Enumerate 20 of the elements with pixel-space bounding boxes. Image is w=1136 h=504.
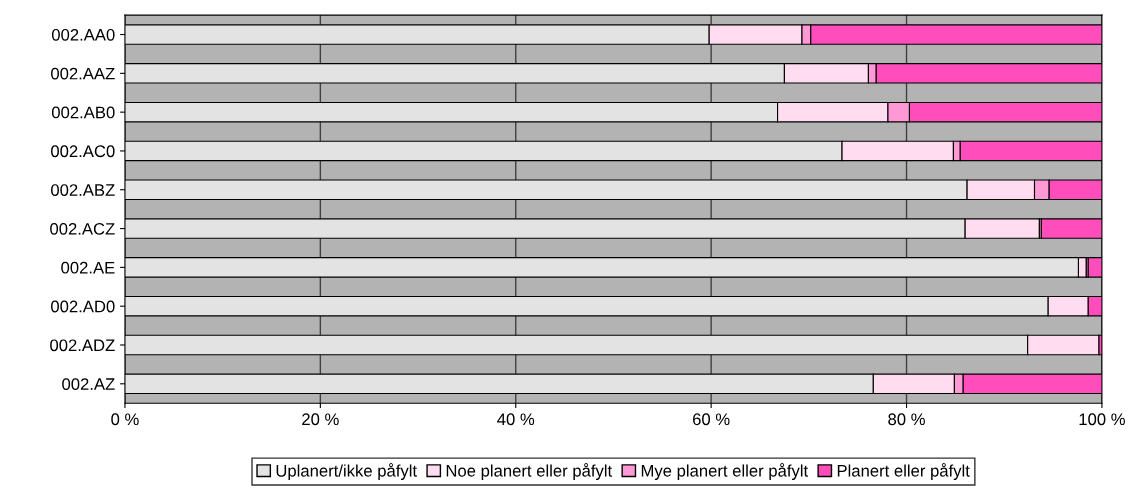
legend-label: Noe planert eller påfylt [446,463,613,480]
y-tick-label: 002.AB0 [51,106,115,119]
y-tick-label: 002.AAZ [51,67,115,80]
y-tick-label: 002.AA0 [51,28,115,41]
x-tick-label: 20 % [302,413,339,426]
x-tick-label: 60 % [692,413,730,426]
x-tick-label: 0 % [111,413,139,426]
legend-label: Uplanert/ikke påfylt [276,463,417,480]
legend-label: Planert eller påfylt [837,463,970,480]
x-tick-label: 100 % [1079,413,1125,426]
y-tick-label: 002.AE [61,261,115,274]
y-tick-label: 002.AC0 [51,145,115,158]
x-tick-label: 80 % [888,413,925,426]
x-tick-label: 40 % [497,413,535,426]
y-tick-label: 002.AZ [62,378,115,390]
y-tick-label: 002.ABZ [51,184,115,196]
legend-label: Mye planert eller påfylt [641,463,809,480]
y-tick-label: 002.ADZ [50,339,115,352]
y-tick-label: 002.AD0 [51,300,115,313]
y-tick-label: 002.ACZ [50,222,115,235]
